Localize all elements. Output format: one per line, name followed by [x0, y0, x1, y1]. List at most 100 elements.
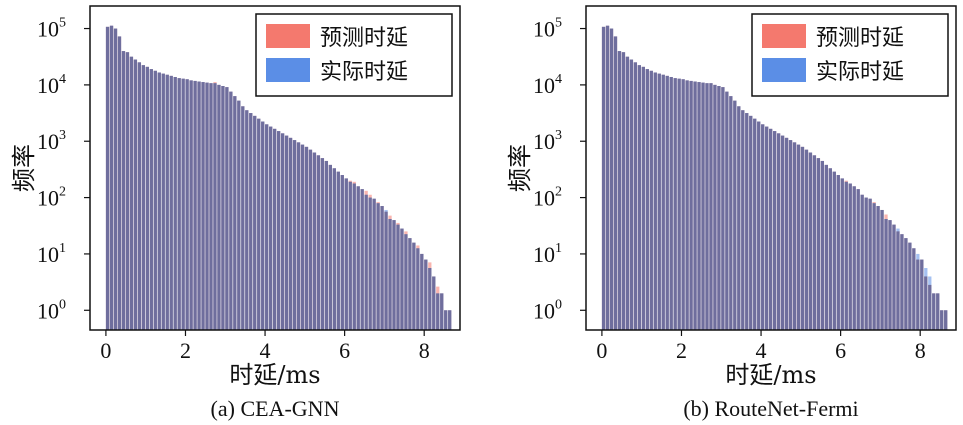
bar-overlap	[761, 124, 765, 330]
bar-overlap	[392, 220, 396, 330]
bar-overlap	[292, 140, 297, 330]
bar-overlap	[416, 248, 420, 330]
bar-overlap	[709, 83, 713, 330]
bar-overlap	[788, 140, 793, 330]
y-tick-label: 101	[533, 241, 562, 267]
legend-swatch	[266, 58, 310, 82]
bar-overlap	[808, 152, 813, 330]
bar-overlap	[908, 242, 912, 330]
bar-overlap	[653, 72, 657, 331]
bar-overlap	[296, 142, 301, 330]
bar-overlap	[944, 310, 948, 330]
bar-overlap	[776, 133, 781, 330]
bar-overlap	[436, 293, 440, 330]
bar-overlap	[892, 224, 896, 330]
bar-overlap	[745, 113, 749, 330]
bar-overlap	[380, 206, 384, 330]
bar-overlap	[780, 135, 785, 330]
y-tick-label: 102	[37, 185, 66, 211]
bar-overlap	[376, 203, 380, 330]
bar-overlap	[133, 59, 138, 331]
bar-overlap	[721, 87, 725, 330]
bar-overlap	[217, 84, 221, 330]
bar-overlap	[149, 69, 153, 331]
x-tick-label: 6	[339, 338, 350, 363]
bar-overlap	[681, 79, 685, 331]
bar-overlap	[300, 144, 305, 330]
y-axis-label: 频率	[506, 144, 534, 192]
bar-overlap	[288, 137, 293, 330]
bar-overlap	[229, 91, 233, 330]
bar-overlap	[276, 131, 281, 330]
bar-overlap	[796, 144, 801, 330]
bar-overlap	[868, 198, 872, 330]
bar-overlap	[912, 248, 916, 330]
bar-overlap	[737, 106, 741, 330]
bar-overlap	[352, 183, 356, 330]
bar-overlap	[237, 100, 241, 331]
x-tick-label: 6	[835, 338, 846, 363]
bar-overlap	[197, 81, 201, 330]
legend-swatch	[266, 24, 310, 48]
bar-overlap	[784, 137, 789, 330]
bar-overlap	[860, 194, 864, 330]
y-axis-label: 频率	[10, 144, 38, 192]
bar-overlap	[641, 66, 645, 330]
bar-overlap	[173, 76, 177, 330]
bar-overlap	[372, 198, 376, 330]
bar-overlap	[233, 96, 237, 330]
bar-overlap	[900, 234, 904, 330]
panel-caption: (b) RouteNet-Fermi	[683, 396, 858, 421]
bar-overlap	[613, 36, 618, 330]
bar-overlap	[205, 82, 209, 330]
bar-overlap	[412, 242, 416, 330]
bar-overlap	[113, 28, 118, 331]
bar-overlap	[733, 100, 737, 331]
bar-overlap	[269, 126, 273, 330]
bar-overlap	[765, 126, 769, 330]
bar-overlap	[145, 66, 149, 330]
bar-overlap	[705, 83, 709, 330]
bar-overlap	[273, 128, 277, 330]
bar-overlap	[629, 59, 634, 331]
bar-overlap	[792, 142, 797, 330]
y-tick-label: 100	[533, 297, 562, 323]
bar-overlap	[257, 118, 261, 331]
bar-overlap	[876, 206, 880, 330]
y-tick-label: 104	[37, 72, 66, 98]
bar-overlap	[181, 78, 185, 331]
x-tick-label: 8	[419, 338, 430, 363]
bar-overlap	[689, 80, 693, 330]
bar-overlap	[308, 149, 313, 330]
legend-label: 预测时延	[816, 26, 904, 51]
bar-overlap	[428, 268, 432, 330]
x-axis-label: 时延/ms	[229, 361, 320, 389]
bar-overlap	[316, 155, 321, 330]
bar-overlap	[701, 82, 705, 330]
bar-overlap	[109, 25, 114, 330]
bar-overlap	[932, 293, 936, 330]
bar-overlap	[177, 78, 181, 330]
bar-overlap	[928, 284, 932, 330]
bar-overlap	[348, 181, 352, 330]
bar-overlap	[625, 56, 630, 330]
bar-overlap	[601, 26, 606, 331]
legend-swatch	[762, 24, 806, 48]
bar-overlap	[356, 186, 360, 330]
bar-overlap	[340, 175, 344, 330]
bar-overlap	[193, 80, 197, 330]
axes-frame	[89, 5, 461, 331]
bar-overlap	[924, 276, 928, 330]
bar-overlap	[165, 74, 169, 330]
bar-overlap	[605, 25, 610, 330]
x-tick-label: 0	[100, 338, 111, 363]
bar-overlap	[896, 231, 900, 330]
bar-overlap	[328, 164, 332, 330]
bar-overlap	[448, 310, 452, 330]
bar-overlap	[697, 82, 701, 330]
panel-routenet-fermi: 0 2 4 6 8 100 101 102 103 104 105 时延/ms 频率 (b) Ro…	[506, 5, 957, 421]
bar-overlap	[713, 84, 717, 330]
y-ticks: 100 101 102 103 104 105	[533, 16, 586, 323]
